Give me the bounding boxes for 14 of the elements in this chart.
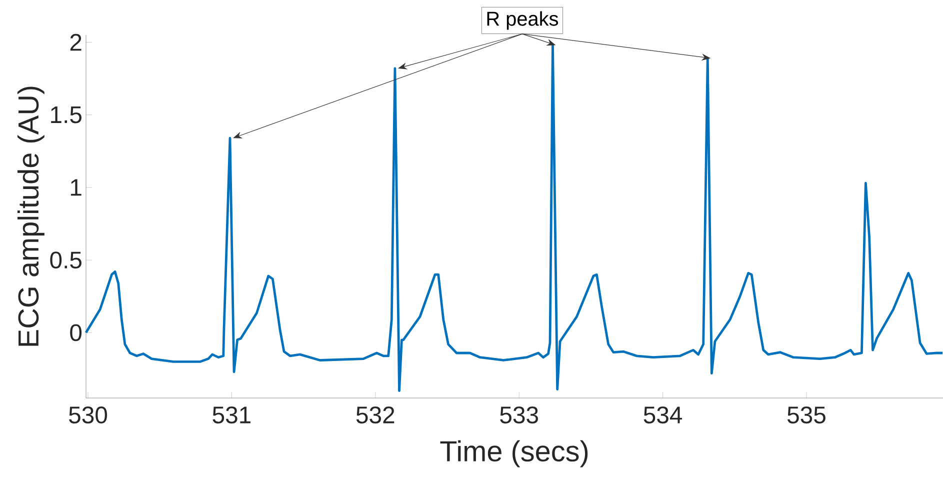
y-tick-label: 0.5 bbox=[50, 252, 82, 269]
x-tick-label: 531 bbox=[212, 406, 250, 424]
y-tick-label: 1.5 bbox=[51, 106, 82, 124]
x-axis-title: Time (secs) bbox=[440, 440, 588, 468]
y-tick-label: 1 bbox=[71, 179, 82, 196]
y-axis-title: ECG amplitude (AU) bbox=[17, 86, 44, 346]
y-tick-label: 2 bbox=[70, 34, 82, 51]
x-tick-label: 532 bbox=[356, 406, 394, 424]
x-tick-label: 533 bbox=[500, 406, 538, 424]
annotation: R peaks bbox=[487, 11, 558, 30]
x-tick-label: 535 bbox=[788, 406, 826, 424]
x-tick-label: 534 bbox=[644, 406, 682, 424]
x-tick-label: 530 bbox=[69, 406, 108, 424]
y-tick-label: 0 bbox=[70, 324, 82, 342]
